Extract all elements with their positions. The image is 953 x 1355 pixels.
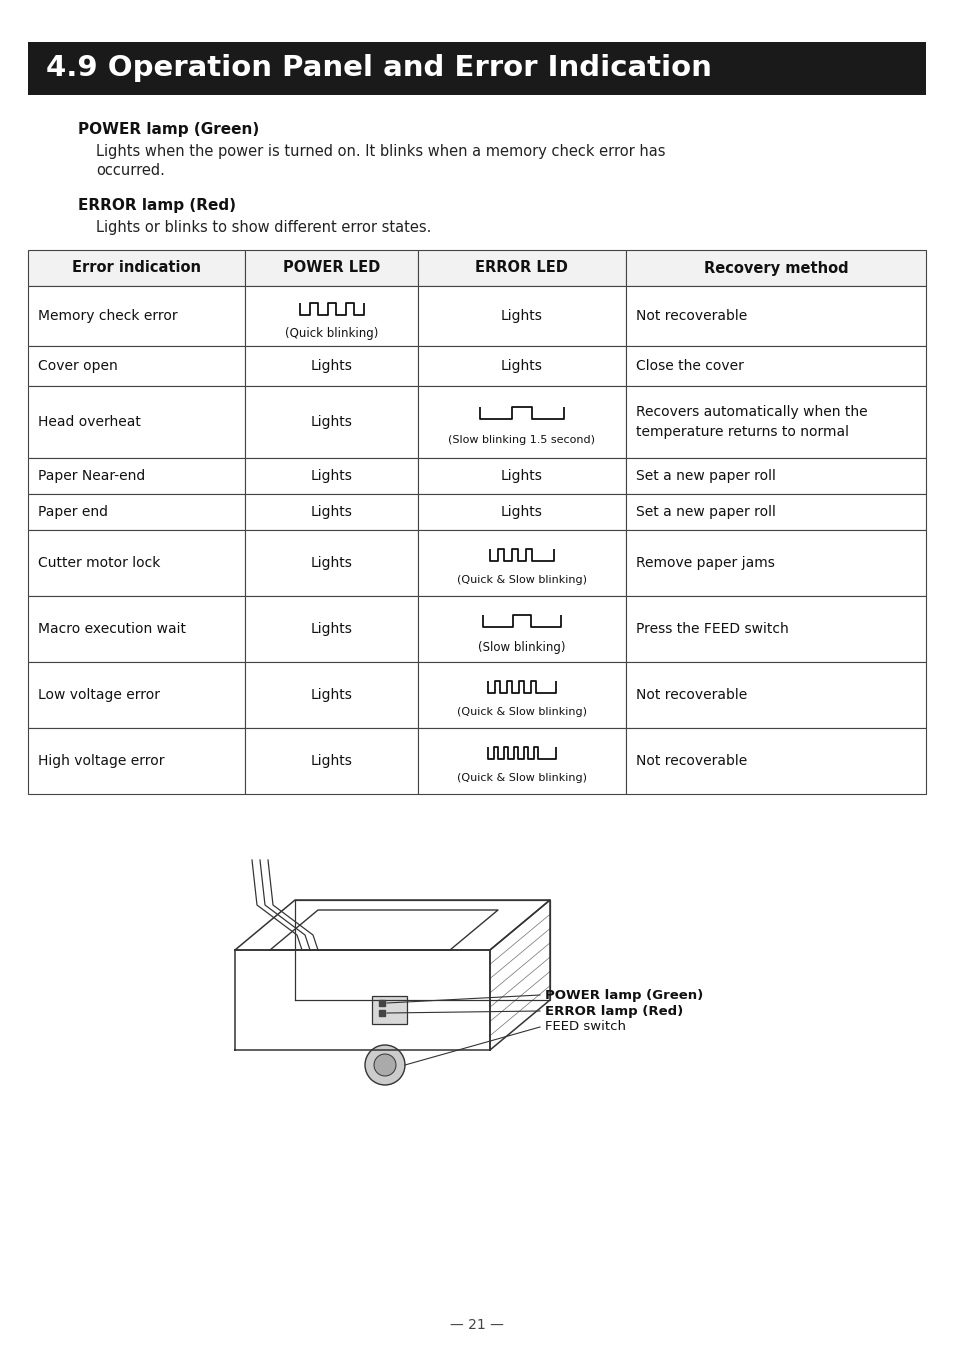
Bar <box>28 596 245 663</box>
Bar <box>28 386 245 458</box>
Bar <box>625 386 925 458</box>
Bar <box>625 251 925 286</box>
Text: Remove paper jams: Remove paper jams <box>636 556 774 570</box>
Bar <box>625 596 925 663</box>
Text: occurred.: occurred. <box>96 163 165 178</box>
Text: ERROR lamp (Red): ERROR lamp (Red) <box>544 1004 682 1018</box>
Text: (Quick blinking): (Quick blinking) <box>285 327 377 340</box>
Text: Lights or blinks to show different error states.: Lights or blinks to show different error… <box>96 220 431 234</box>
Bar <box>28 346 245 386</box>
Text: Paper Near-end: Paper Near-end <box>38 469 145 482</box>
Text: Lights: Lights <box>500 469 542 482</box>
Bar <box>245 495 417 530</box>
Text: Head overheat: Head overheat <box>38 415 141 430</box>
Bar <box>417 458 625 495</box>
Bar <box>245 530 417 596</box>
Text: Recovery method: Recovery method <box>703 260 847 275</box>
Text: Lights: Lights <box>311 415 352 430</box>
Bar <box>28 728 245 794</box>
Bar <box>417 386 625 458</box>
Text: Error indication: Error indication <box>72 260 201 275</box>
Text: Press the FEED switch: Press the FEED switch <box>636 622 788 635</box>
Bar <box>28 42 925 95</box>
Bar <box>245 286 417 346</box>
Bar <box>417 286 625 346</box>
Text: Cutter motor lock: Cutter motor lock <box>38 556 160 570</box>
Text: Lights: Lights <box>311 622 352 635</box>
Circle shape <box>365 1045 405 1085</box>
Text: — 21 —: — 21 — <box>450 1318 503 1332</box>
Text: Lights: Lights <box>311 688 352 702</box>
Bar <box>625 495 925 530</box>
Text: Memory check error: Memory check error <box>38 309 177 322</box>
Bar <box>625 530 925 596</box>
Bar <box>372 996 407 1024</box>
Text: (Quick & Slow blinking): (Quick & Slow blinking) <box>456 772 586 783</box>
Bar <box>625 286 925 346</box>
Bar <box>28 286 245 346</box>
Text: Lights: Lights <box>311 359 352 373</box>
Text: Lights: Lights <box>311 753 352 768</box>
Text: ERROR LED: ERROR LED <box>475 260 568 275</box>
Bar <box>28 495 245 530</box>
Bar <box>245 458 417 495</box>
Text: Recovers automatically when the
temperature returns to normal: Recovers automatically when the temperat… <box>636 405 867 439</box>
Bar <box>417 495 625 530</box>
Bar <box>245 728 417 794</box>
Text: Not recoverable: Not recoverable <box>636 309 746 322</box>
Text: FEED switch: FEED switch <box>544 1020 625 1034</box>
Text: Not recoverable: Not recoverable <box>636 753 746 768</box>
Text: Not recoverable: Not recoverable <box>636 688 746 702</box>
Bar <box>625 728 925 794</box>
Bar <box>245 386 417 458</box>
Text: Lights: Lights <box>500 359 542 373</box>
Text: (Quick & Slow blinking): (Quick & Slow blinking) <box>456 575 586 585</box>
Text: POWER lamp (Green): POWER lamp (Green) <box>544 989 702 1001</box>
Text: Set a new paper roll: Set a new paper roll <box>636 505 775 519</box>
Text: (Quick & Slow blinking): (Quick & Slow blinking) <box>456 707 586 717</box>
Text: Close the cover: Close the cover <box>636 359 743 373</box>
Text: (Slow blinking): (Slow blinking) <box>477 641 565 654</box>
Text: Set a new paper roll: Set a new paper roll <box>636 469 775 482</box>
Bar <box>245 251 417 286</box>
Bar <box>625 458 925 495</box>
Text: Macro execution wait: Macro execution wait <box>38 622 186 635</box>
Text: Lights: Lights <box>311 505 352 519</box>
Bar <box>245 346 417 386</box>
Text: Paper end: Paper end <box>38 505 108 519</box>
Text: ERROR lamp (Red): ERROR lamp (Red) <box>78 198 235 213</box>
Text: Lights: Lights <box>311 556 352 570</box>
Bar <box>417 251 625 286</box>
Bar <box>245 596 417 663</box>
Text: 4.9 Operation Panel and Error Indication: 4.9 Operation Panel and Error Indication <box>46 54 711 83</box>
Bar <box>625 346 925 386</box>
Bar <box>625 663 925 728</box>
Circle shape <box>374 1054 395 1076</box>
Bar <box>417 663 625 728</box>
Text: POWER LED: POWER LED <box>283 260 379 275</box>
Text: Low voltage error: Low voltage error <box>38 688 160 702</box>
Text: Lights: Lights <box>311 469 352 482</box>
Bar <box>417 530 625 596</box>
Bar <box>28 458 245 495</box>
Bar <box>28 251 245 286</box>
Bar <box>417 596 625 663</box>
Text: (Slow blinking 1.5 second): (Slow blinking 1.5 second) <box>448 435 595 444</box>
Bar <box>417 346 625 386</box>
Text: Lights when the power is turned on. It blinks when a memory check error has: Lights when the power is turned on. It b… <box>96 144 665 159</box>
Text: POWER lamp (Green): POWER lamp (Green) <box>78 122 259 137</box>
Bar <box>417 728 625 794</box>
Text: Lights: Lights <box>500 309 542 322</box>
Bar <box>28 663 245 728</box>
Text: Cover open: Cover open <box>38 359 117 373</box>
Text: High voltage error: High voltage error <box>38 753 164 768</box>
Bar <box>245 663 417 728</box>
Text: Lights: Lights <box>500 505 542 519</box>
Bar <box>28 530 245 596</box>
